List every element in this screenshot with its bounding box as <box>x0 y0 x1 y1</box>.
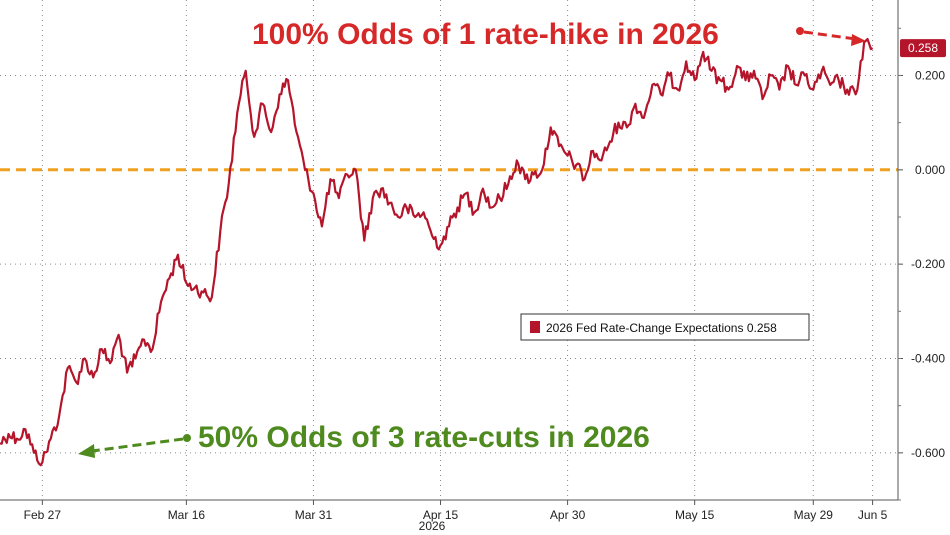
legend: 2026 Fed Rate-Change Expectations 0.258 <box>520 313 810 341</box>
x-tick-label: May 29 <box>794 508 834 522</box>
y-axis: 0.200 0.000 -0.200 -0.400 -0.600 <box>898 27 945 501</box>
grid-lines <box>0 0 898 500</box>
annotation-rate-cuts: 50% Odds of 3 rate-cuts in 2026 <box>198 421 650 454</box>
x-tick-label: Apr 30 <box>550 508 586 522</box>
x-tick-label: Apr 15 <box>423 508 459 522</box>
y-tick-label: 0.200 <box>915 68 945 82</box>
x-tick-label: Mar 16 <box>168 508 206 522</box>
x-tick-label: Mar 31 <box>295 508 333 522</box>
annotation-rate-hike: 100% Odds of 1 rate-hike in 2026 <box>252 18 719 51</box>
x-tick-label: May 15 <box>675 508 715 522</box>
annotation-rate-hike-arrow <box>796 27 866 46</box>
series-line <box>0 37 874 467</box>
x-year-label: 2026 <box>419 519 446 533</box>
x-tick-label: Jun 5 <box>858 508 888 522</box>
y-tick-label: 0.000 <box>915 163 945 177</box>
y-tick-label: -0.600 <box>911 446 945 460</box>
y-tick-label: -0.400 <box>911 351 945 365</box>
x-tick-label: Feb 27 <box>24 508 62 522</box>
x-axis: Feb 27 Mar 16 Mar 31 Apr 15 Apr 30 May 15 May … <box>24 500 888 522</box>
last-value-text: 0.258 <box>908 41 938 55</box>
legend-swatch <box>530 321 540 333</box>
legend-label: 2026 Fed Rate-Change Expectations 0.258 <box>546 321 777 335</box>
y-tick-label: -0.200 <box>911 257 945 271</box>
annotation-rate-cuts-arrow <box>78 434 191 458</box>
last-value-badge: 0.258 <box>900 39 946 58</box>
